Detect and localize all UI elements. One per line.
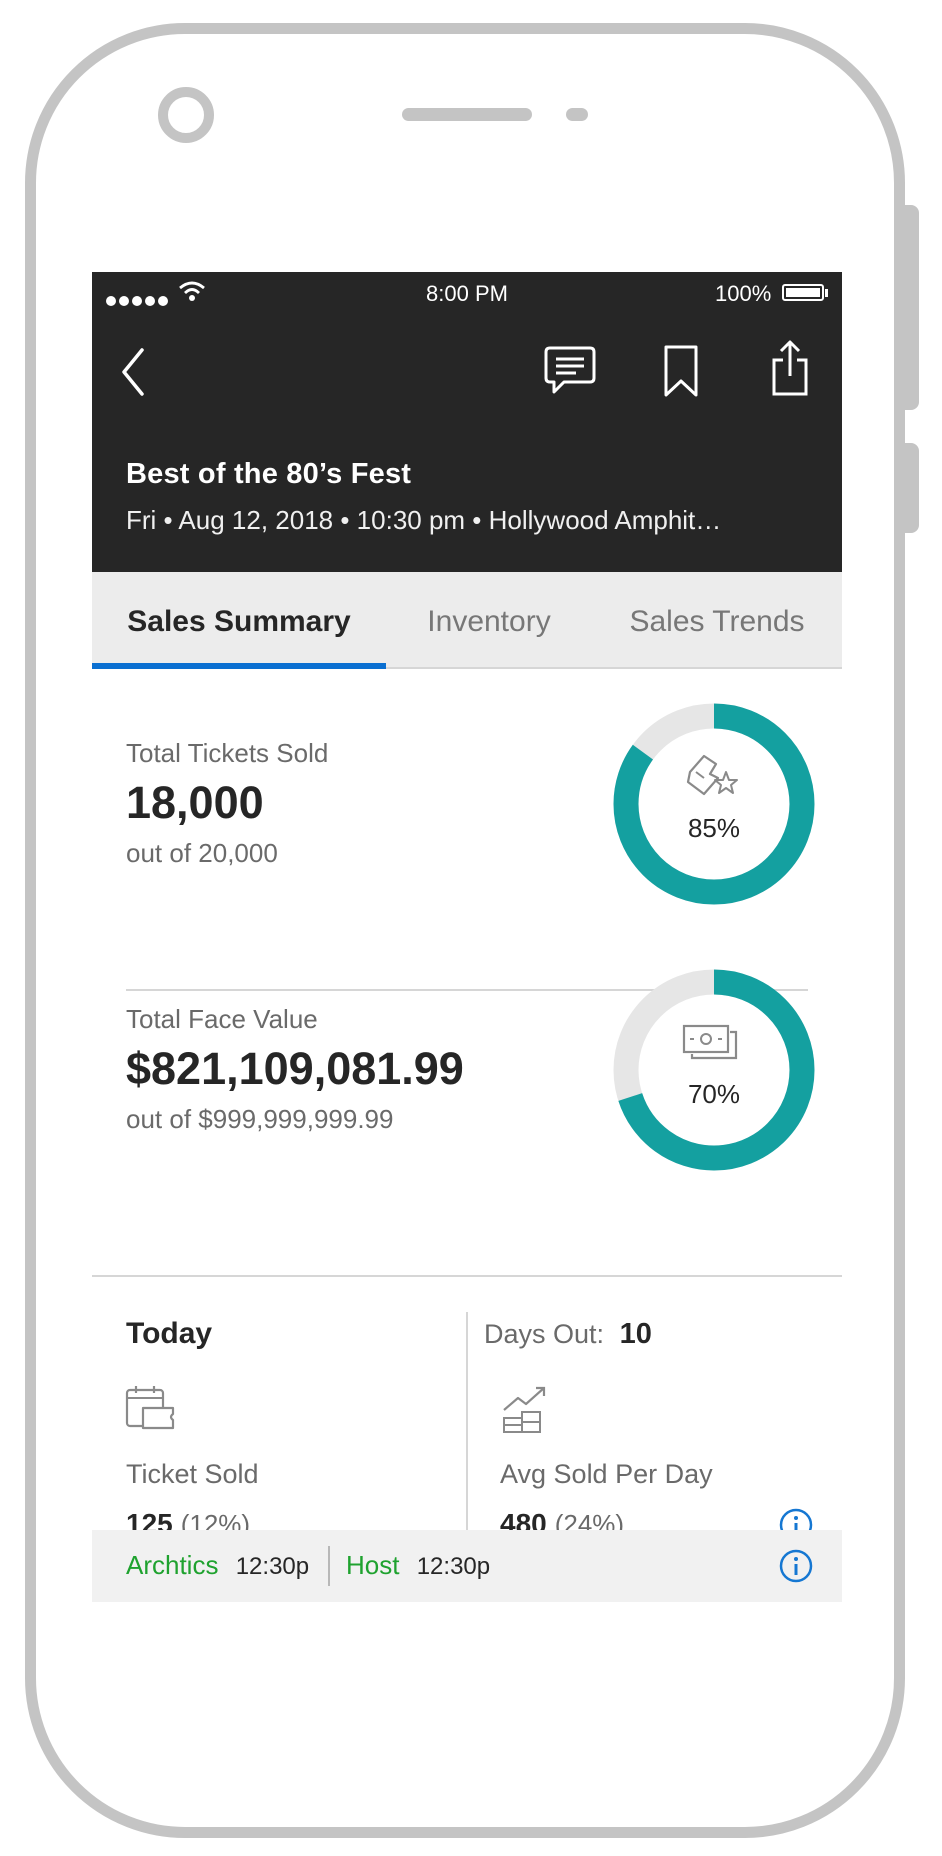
source-host-time: 12:30p <box>416 1553 491 1580</box>
source-archtics: Archtics 12:30p <box>126 1550 309 1581</box>
donut-progress-arc <box>613 969 815 1171</box>
footer-separator <box>328 1546 330 1586</box>
app-screen: 8:00 PM 100% Best of the 80’s Fest Fri •… <box>92 272 842 1602</box>
speaker-grille <box>402 108 532 121</box>
face-value-sub: out of $999,999,999.99 <box>126 1104 394 1134</box>
proximity-sensor <box>566 108 588 121</box>
days-out-label: Days Out: <box>484 1319 605 1349</box>
data-source-footer: Archtics 12:30p Host 12:30p <box>92 1530 842 1602</box>
face-value-donut <box>613 969 815 1171</box>
source-host: Host 12:30p <box>346 1550 490 1581</box>
chat-icon[interactable] <box>542 344 598 398</box>
tickets-donut <box>613 703 815 905</box>
tab-sales-trends[interactable]: Sales Trends <box>629 605 805 638</box>
phone-side-button-upper <box>905 205 919 410</box>
battery-icon <box>782 284 824 301</box>
camera-icon <box>158 87 214 143</box>
battery-tip <box>825 289 828 297</box>
share-icon[interactable] <box>768 338 812 398</box>
wifi-icon <box>179 281 205 301</box>
status-time: 8:00 PM <box>426 281 508 306</box>
trend-chart-icon <box>503 1386 546 1433</box>
bookmark-icon[interactable] <box>660 343 702 399</box>
face-value-value: $821,109,081.99 <box>126 1043 464 1094</box>
tickets-sub: out of 20,000 <box>126 838 278 868</box>
battery-percent: 100% <box>715 281 772 306</box>
section-divider <box>126 989 808 991</box>
tickets-label: Total Tickets Sold <box>126 738 329 768</box>
donut-progress-arc <box>613 703 815 905</box>
calendar-ticket-icon <box>125 1386 175 1430</box>
cash-icon <box>682 1024 738 1060</box>
tickets-icon <box>686 754 738 796</box>
info-icon[interactable] <box>779 1549 813 1583</box>
face-value-label: Total Face Value <box>126 1004 318 1034</box>
tickets-value: 18,000 <box>126 777 264 828</box>
event-subtitle: Fri • Aug 12, 2018 • 10:30 pm • Hollywoo… <box>126 505 722 535</box>
column-divider <box>466 1312 468 1602</box>
today-title: Today <box>126 1317 213 1350</box>
event-header: 8:00 PM 100% Best of the 80’s Fest Fri •… <box>92 272 842 572</box>
face-value-percent: 70% <box>687 1079 741 1109</box>
section-divider <box>92 1275 842 1277</box>
source-archtics-name: Archtics <box>126 1550 219 1580</box>
back-chevron-icon[interactable] <box>116 344 150 400</box>
tickets-percent: 85% <box>687 813 741 843</box>
source-archtics-time: 12:30p <box>235 1553 310 1580</box>
tab-inventory[interactable]: Inventory <box>427 605 551 638</box>
active-tab-indicator <box>92 663 386 669</box>
tab-sales-summary[interactable]: Sales Summary <box>127 605 351 638</box>
days-out: Days Out: 10 <box>484 1318 652 1351</box>
signal-dots-icon <box>106 286 171 312</box>
source-host-name: Host <box>346 1550 400 1580</box>
avg-sold-label: Avg Sold Per Day <box>500 1459 713 1489</box>
days-out-value: 10 <box>619 1318 652 1350</box>
phone-side-button-lower <box>905 443 919 533</box>
ticket-sold-label: Ticket Sold <box>126 1459 259 1489</box>
tab-bar: Sales Summary Inventory Sales Trends <box>92 572 842 669</box>
event-title: Best of the 80’s Fest <box>126 458 412 490</box>
status-bar: 8:00 PM 100% <box>92 272 842 316</box>
